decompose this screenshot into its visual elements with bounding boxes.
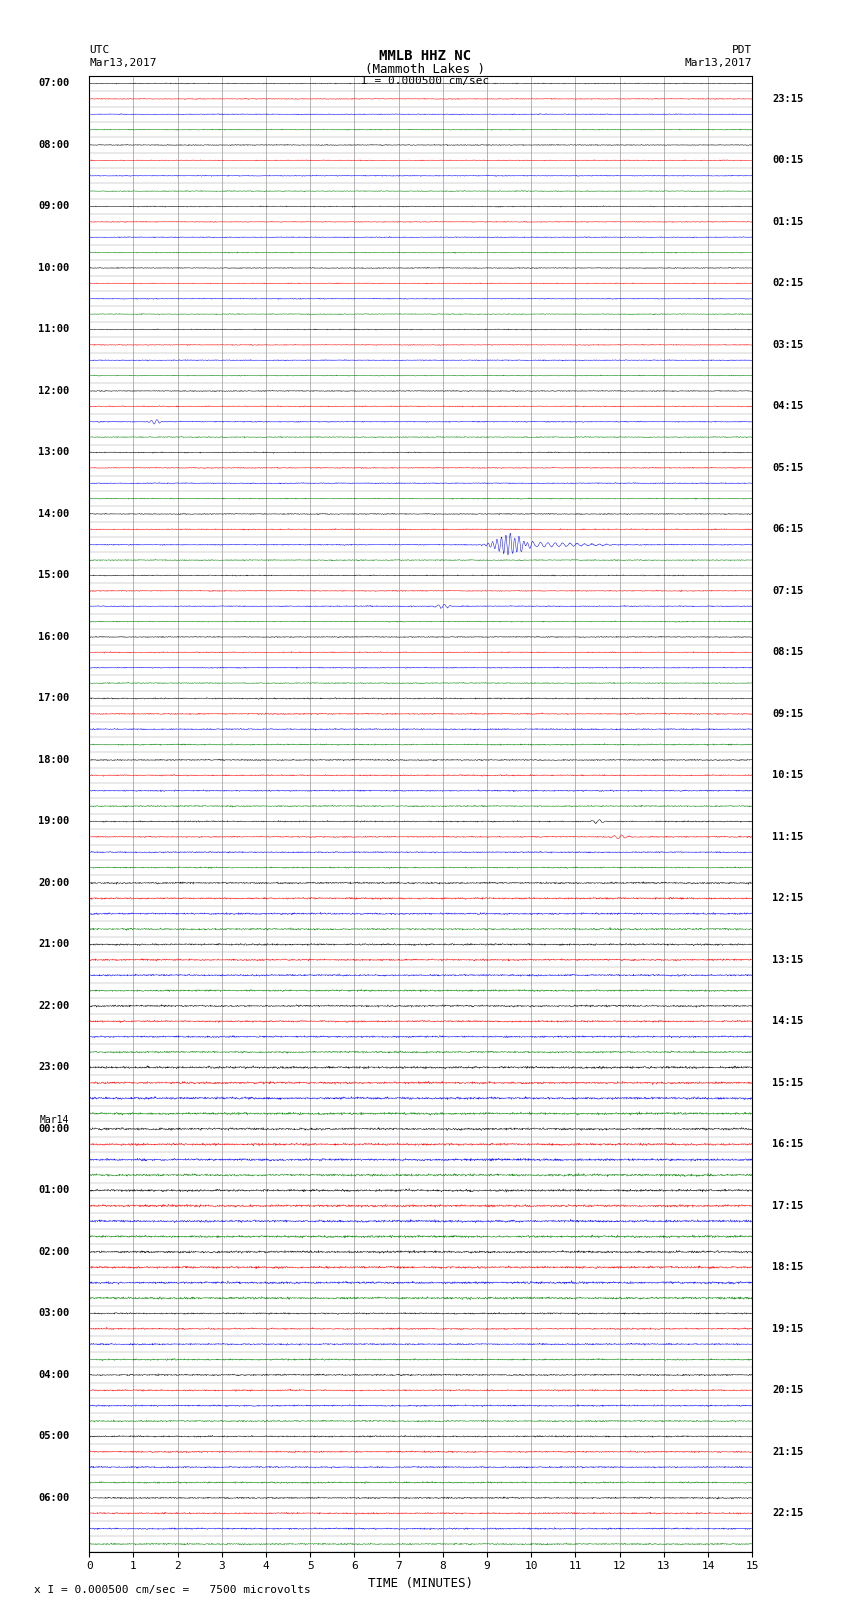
Text: 08:15: 08:15	[772, 647, 803, 658]
Text: 00:00: 00:00	[38, 1124, 70, 1134]
Text: I = 0.000500 cm/sec: I = 0.000500 cm/sec	[361, 76, 489, 85]
Text: 10:15: 10:15	[772, 771, 803, 781]
Text: 09:00: 09:00	[38, 202, 70, 211]
Text: MMLB HHZ NC: MMLB HHZ NC	[379, 50, 471, 63]
Text: 01:00: 01:00	[38, 1186, 70, 1195]
X-axis label: TIME (MINUTES): TIME (MINUTES)	[368, 1578, 473, 1590]
Text: 03:00: 03:00	[38, 1308, 70, 1318]
Text: 22:15: 22:15	[772, 1508, 803, 1518]
Text: 06:00: 06:00	[38, 1494, 70, 1503]
Text: 18:15: 18:15	[772, 1263, 803, 1273]
Text: 20:15: 20:15	[772, 1386, 803, 1395]
Text: 02:15: 02:15	[772, 279, 803, 289]
Text: 11:15: 11:15	[772, 832, 803, 842]
Text: 00:15: 00:15	[772, 155, 803, 166]
Text: 04:00: 04:00	[38, 1369, 70, 1379]
Text: (Mammoth Lakes ): (Mammoth Lakes )	[365, 63, 485, 76]
Text: 23:15: 23:15	[772, 94, 803, 103]
Text: 05:00: 05:00	[38, 1431, 70, 1442]
Text: 14:15: 14:15	[772, 1016, 803, 1026]
Text: x I = 0.000500 cm/sec =   7500 microvolts: x I = 0.000500 cm/sec = 7500 microvolts	[34, 1586, 311, 1595]
Text: 04:15: 04:15	[772, 402, 803, 411]
Text: 16:15: 16:15	[772, 1139, 803, 1150]
Text: 01:15: 01:15	[772, 216, 803, 227]
Text: 23:00: 23:00	[38, 1063, 70, 1073]
Text: 19:00: 19:00	[38, 816, 70, 826]
Text: 21:00: 21:00	[38, 939, 70, 950]
Text: 07:00: 07:00	[38, 79, 70, 89]
Text: 14:00: 14:00	[38, 510, 70, 519]
Text: 20:00: 20:00	[38, 877, 70, 887]
Text: 13:15: 13:15	[772, 955, 803, 965]
Text: 09:15: 09:15	[772, 708, 803, 719]
Text: 16:00: 16:00	[38, 632, 70, 642]
Text: Mar14: Mar14	[40, 1116, 70, 1126]
Text: 22:00: 22:00	[38, 1002, 70, 1011]
Text: 11:00: 11:00	[38, 324, 70, 334]
Text: 12:15: 12:15	[772, 894, 803, 903]
Text: 21:15: 21:15	[772, 1447, 803, 1457]
Text: UTC: UTC	[89, 45, 110, 55]
Text: Mar13,2017: Mar13,2017	[89, 58, 156, 68]
Text: 17:15: 17:15	[772, 1200, 803, 1211]
Text: 08:00: 08:00	[38, 140, 70, 150]
Text: PDT: PDT	[732, 45, 752, 55]
Text: 03:15: 03:15	[772, 340, 803, 350]
Text: 07:15: 07:15	[772, 586, 803, 595]
Text: 19:15: 19:15	[772, 1324, 803, 1334]
Text: 05:15: 05:15	[772, 463, 803, 473]
Text: 10:00: 10:00	[38, 263, 70, 273]
Text: 17:00: 17:00	[38, 694, 70, 703]
Text: 18:00: 18:00	[38, 755, 70, 765]
Text: 06:15: 06:15	[772, 524, 803, 534]
Text: 15:15: 15:15	[772, 1077, 803, 1087]
Text: 02:00: 02:00	[38, 1247, 70, 1257]
Text: 15:00: 15:00	[38, 571, 70, 581]
Text: Mar13,2017: Mar13,2017	[685, 58, 752, 68]
Text: 13:00: 13:00	[38, 447, 70, 458]
Text: 12:00: 12:00	[38, 386, 70, 395]
